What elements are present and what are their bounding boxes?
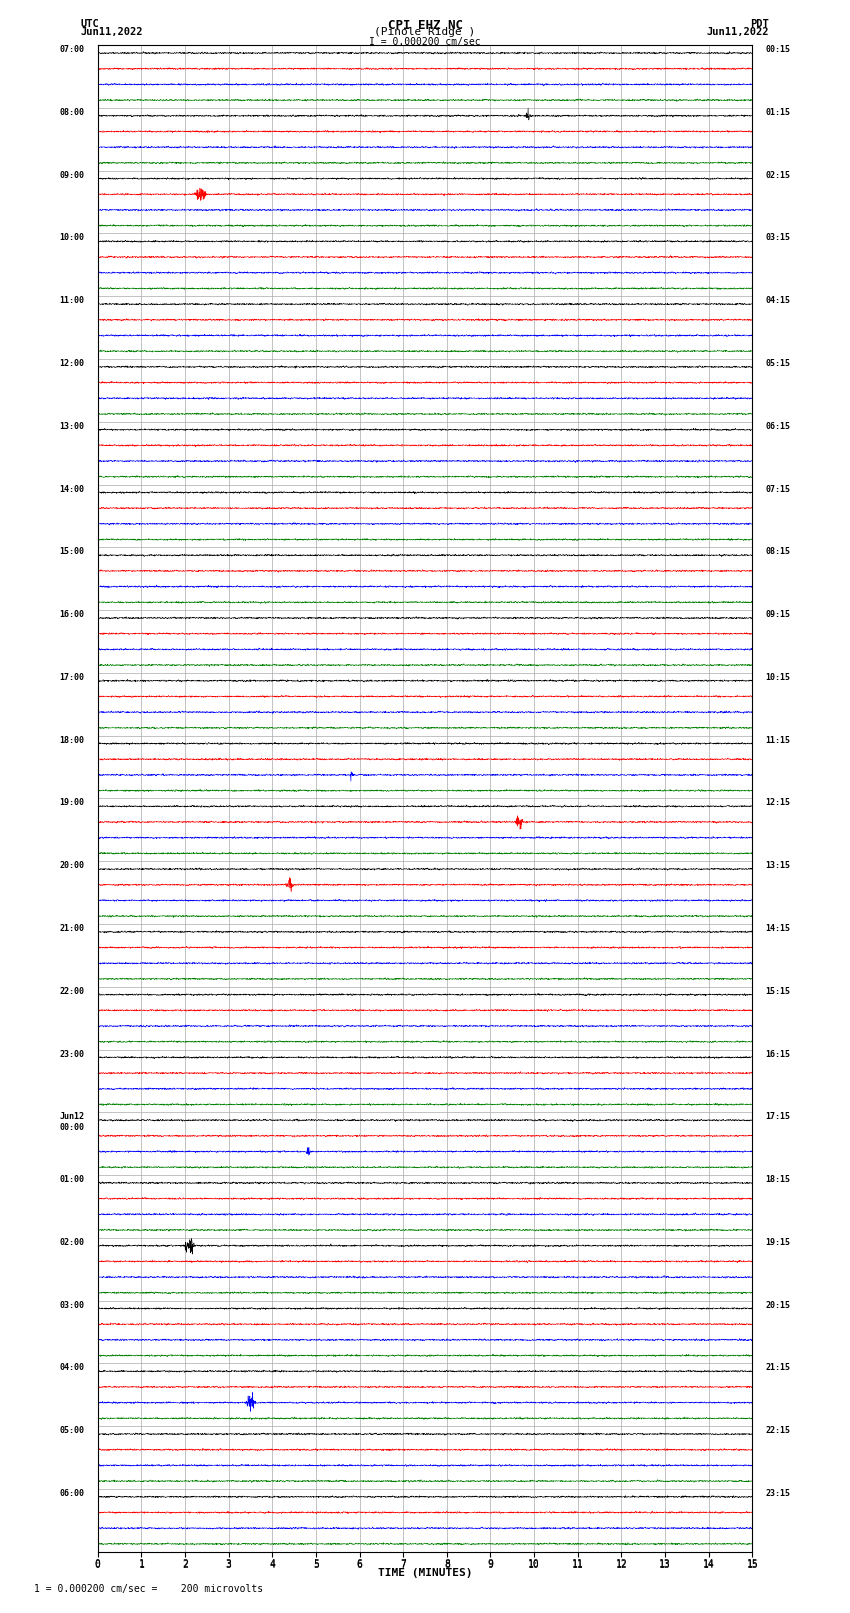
Text: (Pinole Ridge ): (Pinole Ridge )	[374, 27, 476, 37]
Text: 12:15: 12:15	[765, 798, 790, 808]
Text: 6: 6	[357, 1560, 362, 1569]
Text: 23:00: 23:00	[60, 1050, 85, 1058]
Text: 06:00: 06:00	[60, 1489, 85, 1498]
Text: 12:00: 12:00	[60, 360, 85, 368]
Text: 03:15: 03:15	[765, 234, 790, 242]
Text: 23:15: 23:15	[765, 1489, 790, 1498]
Text: 19:00: 19:00	[60, 798, 85, 808]
Text: 02:15: 02:15	[765, 171, 790, 179]
Text: 13:00: 13:00	[60, 421, 85, 431]
Text: 19:15: 19:15	[765, 1237, 790, 1247]
Text: 13:15: 13:15	[765, 861, 790, 869]
Text: 10:00: 10:00	[60, 234, 85, 242]
Text: Jun11,2022: Jun11,2022	[81, 27, 144, 37]
Text: 09:00: 09:00	[60, 171, 85, 179]
Text: 16:00: 16:00	[60, 610, 85, 619]
Text: 05:00: 05:00	[60, 1426, 85, 1436]
Text: 07:15: 07:15	[765, 484, 790, 494]
Text: 04:00: 04:00	[60, 1363, 85, 1373]
Text: 11:15: 11:15	[765, 736, 790, 745]
Text: 1 = 0.000200 cm/sec =    200 microvolts: 1 = 0.000200 cm/sec = 200 microvolts	[34, 1584, 264, 1594]
Text: 04:15: 04:15	[765, 297, 790, 305]
Text: 15:00: 15:00	[60, 547, 85, 556]
Text: 08:00: 08:00	[60, 108, 85, 116]
Text: 06:15: 06:15	[765, 421, 790, 431]
Text: 5: 5	[313, 1560, 319, 1569]
Text: 7: 7	[400, 1560, 406, 1569]
Text: 08:15: 08:15	[765, 547, 790, 556]
Text: 16:15: 16:15	[765, 1050, 790, 1058]
Text: 21:15: 21:15	[765, 1363, 790, 1373]
Text: UTC: UTC	[81, 19, 99, 29]
Text: Jun12
00:00: Jun12 00:00	[60, 1113, 85, 1132]
Text: 18:00: 18:00	[60, 736, 85, 745]
Text: 3: 3	[226, 1560, 231, 1569]
Text: 22:15: 22:15	[765, 1426, 790, 1436]
Text: 15:15: 15:15	[765, 987, 790, 995]
Text: 01:00: 01:00	[60, 1174, 85, 1184]
Text: 20:00: 20:00	[60, 861, 85, 869]
Text: 09:15: 09:15	[765, 610, 790, 619]
Text: 03:00: 03:00	[60, 1300, 85, 1310]
Text: 21:00: 21:00	[60, 924, 85, 932]
Text: 10:15: 10:15	[765, 673, 790, 682]
Text: PDT: PDT	[751, 19, 769, 29]
Text: 14:15: 14:15	[765, 924, 790, 932]
Text: 8: 8	[444, 1560, 450, 1569]
Text: 4: 4	[269, 1560, 275, 1569]
Text: 15: 15	[746, 1560, 758, 1569]
Text: 14:00: 14:00	[60, 484, 85, 494]
Text: 1: 1	[139, 1560, 145, 1569]
Text: 00:15: 00:15	[765, 45, 790, 55]
Text: 07:00: 07:00	[60, 45, 85, 55]
Text: TIME (MINUTES): TIME (MINUTES)	[377, 1568, 473, 1578]
Text: 20:15: 20:15	[765, 1300, 790, 1310]
Text: 11: 11	[572, 1560, 584, 1569]
Text: Jun11,2022: Jun11,2022	[706, 27, 769, 37]
Text: 9: 9	[488, 1560, 493, 1569]
Text: I = 0.000200 cm/sec: I = 0.000200 cm/sec	[369, 37, 481, 47]
Text: 17:15: 17:15	[765, 1113, 790, 1121]
Text: CPI EHZ NC: CPI EHZ NC	[388, 19, 462, 32]
Text: 0: 0	[95, 1560, 100, 1569]
Text: 13: 13	[659, 1560, 671, 1569]
Text: 2: 2	[182, 1560, 188, 1569]
Text: 10: 10	[528, 1560, 540, 1569]
Text: 11:00: 11:00	[60, 297, 85, 305]
Text: 12: 12	[615, 1560, 627, 1569]
Text: 02:00: 02:00	[60, 1237, 85, 1247]
Text: 17:00: 17:00	[60, 673, 85, 682]
Text: 01:15: 01:15	[765, 108, 790, 116]
Text: 22:00: 22:00	[60, 987, 85, 995]
Text: 18:15: 18:15	[765, 1174, 790, 1184]
Text: 14: 14	[703, 1560, 715, 1569]
Text: 05:15: 05:15	[765, 360, 790, 368]
